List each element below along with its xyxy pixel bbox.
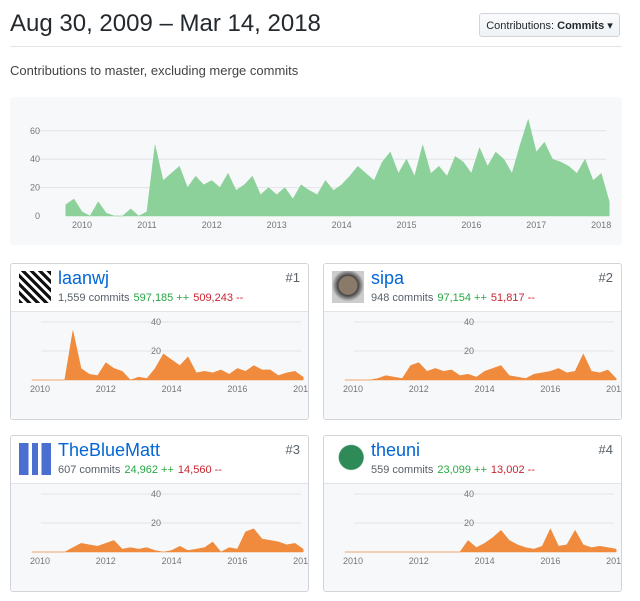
area-series bbox=[344, 353, 617, 381]
x-tick-label: 2014 bbox=[475, 384, 495, 394]
x-tick-label: 2012 bbox=[96, 556, 116, 566]
contributor-name-link[interactable]: TheBlueMatt bbox=[58, 440, 161, 460]
x-tick-label: 2018 bbox=[606, 384, 622, 394]
x-tick-label: 2016 bbox=[227, 556, 247, 566]
y-tick-label: 20 bbox=[464, 346, 474, 356]
x-tick-label: 2018 bbox=[591, 220, 611, 230]
area-series bbox=[31, 330, 304, 381]
x-tick-label: 2017 bbox=[526, 220, 546, 230]
additions: 97,154 ++ bbox=[437, 292, 487, 304]
x-tick-label: 2010 bbox=[30, 384, 50, 394]
additions: 24,962 ++ bbox=[124, 464, 174, 476]
y-tick-label: 40 bbox=[30, 154, 40, 164]
x-tick-label: 2012 bbox=[409, 556, 429, 566]
additions: 23,099 ++ bbox=[437, 464, 487, 476]
x-tick-label: 2016 bbox=[540, 556, 560, 566]
x-tick-label: 2010 bbox=[30, 556, 50, 566]
avatar[interactable] bbox=[19, 443, 51, 475]
x-tick-label: 2011 bbox=[137, 220, 156, 230]
contributions-dropdown[interactable]: Contributions: Commits ▾ bbox=[479, 13, 620, 37]
x-tick-label: 2014 bbox=[475, 556, 495, 566]
main-contributions-chart[interactable]: 0 20 40 60 2010 2011 2012 2013 2014 2015 2016 2017 2… bbox=[10, 97, 622, 245]
x-tick-label: 2016 bbox=[540, 384, 560, 394]
contributor-chart: 20 40 2010 2012 2014 2016 2018 bbox=[324, 484, 622, 591]
contributor-name-link[interactable]: sipa bbox=[371, 268, 405, 288]
dropdown-value: Commits bbox=[557, 20, 605, 32]
deletions: 509,243 -- bbox=[193, 292, 244, 304]
rank: #3 bbox=[285, 442, 300, 457]
contributor-chart: 20 40 2010 2012 2014 2016 2018 bbox=[11, 484, 309, 591]
x-tick-label: 2018 bbox=[293, 384, 309, 394]
y-tick-label: 0 bbox=[35, 211, 40, 221]
avatar[interactable] bbox=[19, 271, 51, 303]
contributor-card: theuni 559 commits 23,099 ++ 13,002 -- #4 … bbox=[323, 435, 622, 592]
x-tick-label: 2014 bbox=[162, 556, 182, 566]
y-tick-label: 40 bbox=[464, 317, 474, 327]
deletions: 14,560 -- bbox=[177, 464, 222, 476]
x-tick-label: 2015 bbox=[396, 220, 416, 230]
area-series bbox=[31, 528, 304, 553]
y-tick-label: 20 bbox=[151, 518, 161, 528]
rank: #4 bbox=[598, 442, 613, 457]
contributor-name-link[interactable]: theuni bbox=[371, 440, 421, 460]
commit-count: 948 commits bbox=[371, 292, 434, 304]
commit-count: 607 commits bbox=[58, 464, 121, 476]
rank: #1 bbox=[285, 270, 300, 285]
x-tick-label: 2013 bbox=[267, 220, 287, 230]
divider bbox=[10, 46, 622, 47]
dropdown-label: Contributions: bbox=[486, 20, 555, 32]
x-tick-label: 2018 bbox=[606, 556, 622, 566]
y-tick-label: 40 bbox=[464, 489, 474, 499]
y-tick-label: 40 bbox=[151, 489, 161, 499]
rank: #2 bbox=[598, 270, 613, 285]
x-tick-label: 2010 bbox=[343, 384, 363, 394]
contributor-name-link[interactable]: laanwj bbox=[58, 268, 110, 288]
commit-count: 559 commits bbox=[371, 464, 434, 476]
x-tick-label: 2012 bbox=[202, 220, 222, 230]
x-tick-label: 2010 bbox=[72, 220, 92, 230]
y-tick-label: 60 bbox=[30, 126, 40, 136]
caret-down-icon: ▾ bbox=[607, 20, 613, 32]
commit-count: 1,559 commits bbox=[58, 292, 130, 304]
contributor-card: laanwj 1,559 commits 597,185 ++ 509,243 --… bbox=[10, 263, 309, 420]
avatar[interactable] bbox=[332, 443, 364, 475]
contributor-card: sipa 948 commits 97,154 ++ 51,817 -- #2 20… bbox=[323, 263, 622, 420]
contributor-chart: 20 40 2010 2012 2014 2016 2018 bbox=[324, 312, 622, 419]
x-tick-label: 2012 bbox=[409, 384, 429, 394]
x-tick-label: 2010 bbox=[343, 556, 363, 566]
y-tick-label: 40 bbox=[151, 317, 161, 327]
x-tick-label: 2014 bbox=[162, 384, 182, 394]
y-tick-label: 20 bbox=[464, 518, 474, 528]
additions: 597,185 ++ bbox=[133, 292, 190, 304]
page-title: Aug 30, 2009 – Mar 14, 2018 bbox=[10, 10, 321, 37]
avatar[interactable] bbox=[332, 271, 364, 303]
area-series bbox=[344, 528, 617, 553]
contributor-card: TheBlueMatt 607 commits 24,962 ++ 14,560 -… bbox=[10, 435, 309, 592]
y-tick-label: 20 bbox=[30, 183, 40, 193]
x-tick-label: 2014 bbox=[332, 220, 352, 230]
contributor-chart: 20 40 2010 2012 2014 2016 2018 bbox=[11, 312, 309, 419]
deletions: 51,817 -- bbox=[490, 292, 535, 304]
y-tick-label: 20 bbox=[151, 346, 161, 356]
deletions: 13,002 -- bbox=[490, 464, 535, 476]
x-tick-label: 2016 bbox=[461, 220, 481, 230]
area-series bbox=[65, 118, 610, 217]
x-tick-label: 2012 bbox=[96, 384, 116, 394]
x-tick-label: 2016 bbox=[227, 384, 247, 394]
subtitle: Contributions to master, excluding merge… bbox=[10, 63, 299, 78]
x-tick-label: 2018 bbox=[293, 556, 309, 566]
